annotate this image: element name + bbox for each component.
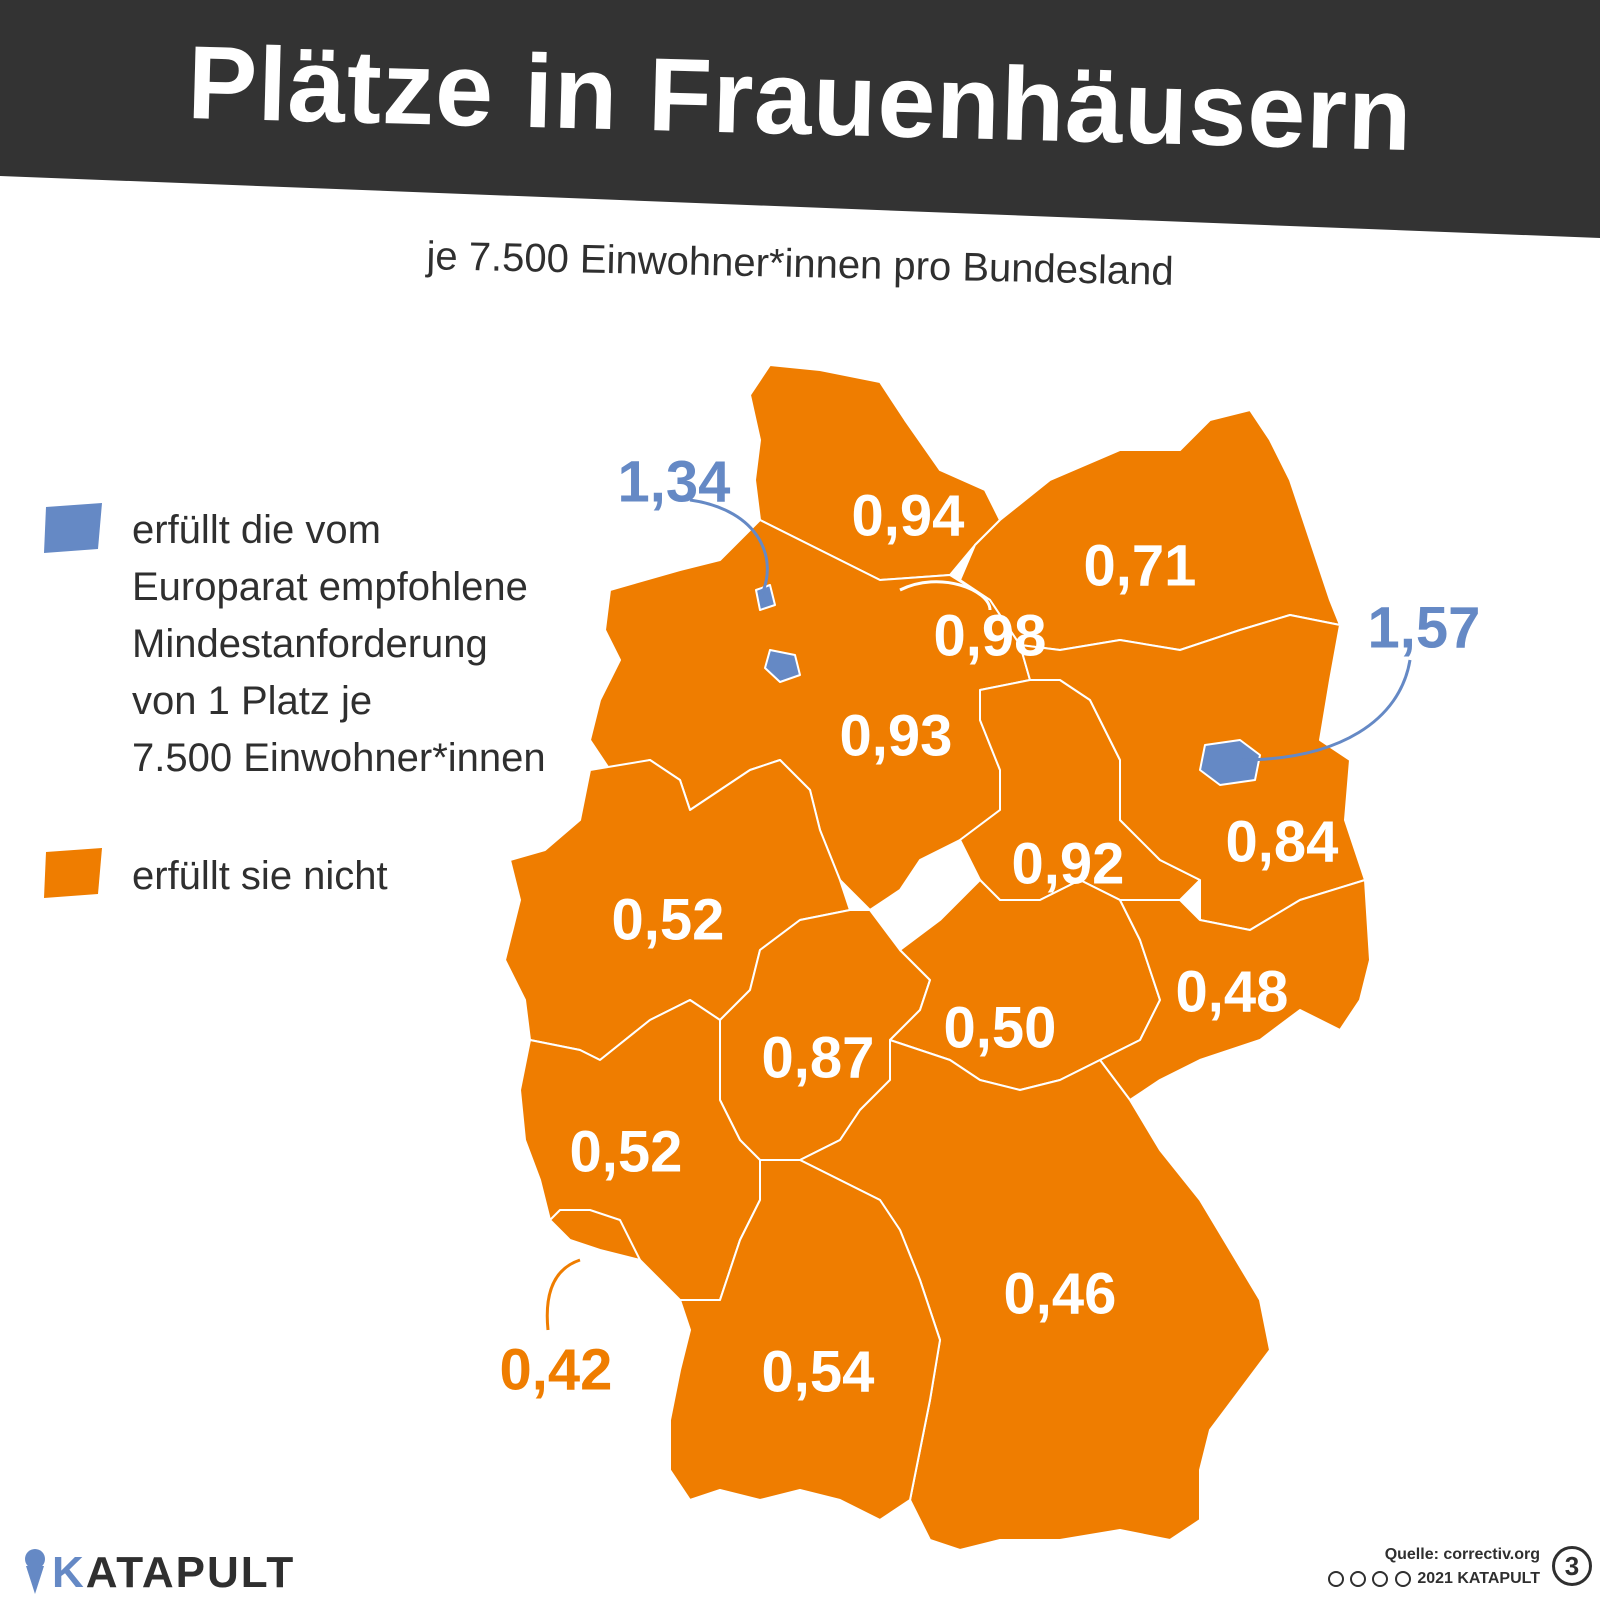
brand-name-first-letter: K [52, 1548, 86, 1597]
value-rheinland-pfalz: 0,52 [569, 1119, 683, 1185]
legend-line: 7.500 Einwohner*innen [132, 736, 546, 780]
value-sachsen: 0,48 [1175, 959, 1289, 1025]
callout-line-berlin [1239, 659, 1412, 762]
value-saarland: 0,42 [499, 1337, 613, 1403]
legend-line: erfüllt die vom [132, 508, 381, 552]
legend-line: Europarat empfohlene [132, 565, 528, 609]
license-row: 2021 KATAPULT [1327, 1570, 1540, 1588]
value-sachsen-anhalt: 0,92 [1011, 831, 1125, 897]
callout-line-saarland [545, 1258, 581, 1331]
by-icon [1349, 1571, 1366, 1587]
value-hamburg: 1,34 [617, 449, 731, 515]
legend-line: von 1 Platz je [132, 679, 373, 723]
state-saarland [549, 1209, 641, 1261]
brand-name-rest: ATAPULT [85, 1548, 296, 1597]
value-berlin: 1,57 [1367, 595, 1481, 661]
state-sachsen [1099, 879, 1371, 1101]
header-bar [0, 0, 1600, 238]
value-hessen: 0,87 [761, 1025, 875, 1091]
value-thueringen: 0,50 [943, 995, 1057, 1061]
value-nordrhein-westfalen: 0,52 [611, 887, 725, 953]
state-bremen [764, 649, 801, 683]
nd-icon [1394, 1571, 1411, 1587]
value-baden-wuerttemberg: 0,54 [761, 1339, 875, 1405]
value-bremen: 0,98 [933, 603, 1047, 669]
source-text: Quelle: correctiv.org [1384, 1546, 1540, 1563]
legend-line: Mindestanforderung [132, 622, 488, 666]
brand-name: KATAPULT [52, 1548, 295, 1598]
callout-line-bremen [899, 580, 992, 611]
value-mecklenburg-vorpommern: 0,71 [1083, 533, 1197, 599]
legend-swatch-fulfilled [44, 503, 102, 553]
value-bayern: 0,46 [1003, 1261, 1117, 1327]
state-baden-wuerttemberg [669, 1159, 941, 1521]
callout-line-hamburg [689, 498, 769, 599]
legend-swatch-not-fulfilled [44, 848, 102, 898]
value-niedersachsen: 0,93 [839, 703, 953, 769]
license-text: 2021 KATAPULT [1417, 1570, 1540, 1587]
cc-icon [1327, 1571, 1344, 1587]
nc-icon [1372, 1571, 1389, 1587]
issue-badge: 3 [1552, 1546, 1592, 1586]
value-schleswig-holstein: 0,94 [851, 483, 965, 549]
katapult-logo-icon [25, 1549, 45, 1594]
value-brandenburg: 0,84 [1225, 809, 1339, 875]
state-berlin [1199, 739, 1261, 786]
legend-label-not-fulfilled: erfüllt sie nicht [132, 854, 388, 898]
legend-label-fulfilled: erfüllt die vom Europarat empfohlene Min… [132, 502, 552, 787]
